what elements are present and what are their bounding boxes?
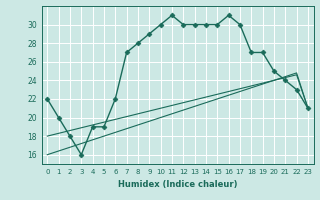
X-axis label: Humidex (Indice chaleur): Humidex (Indice chaleur)	[118, 180, 237, 189]
